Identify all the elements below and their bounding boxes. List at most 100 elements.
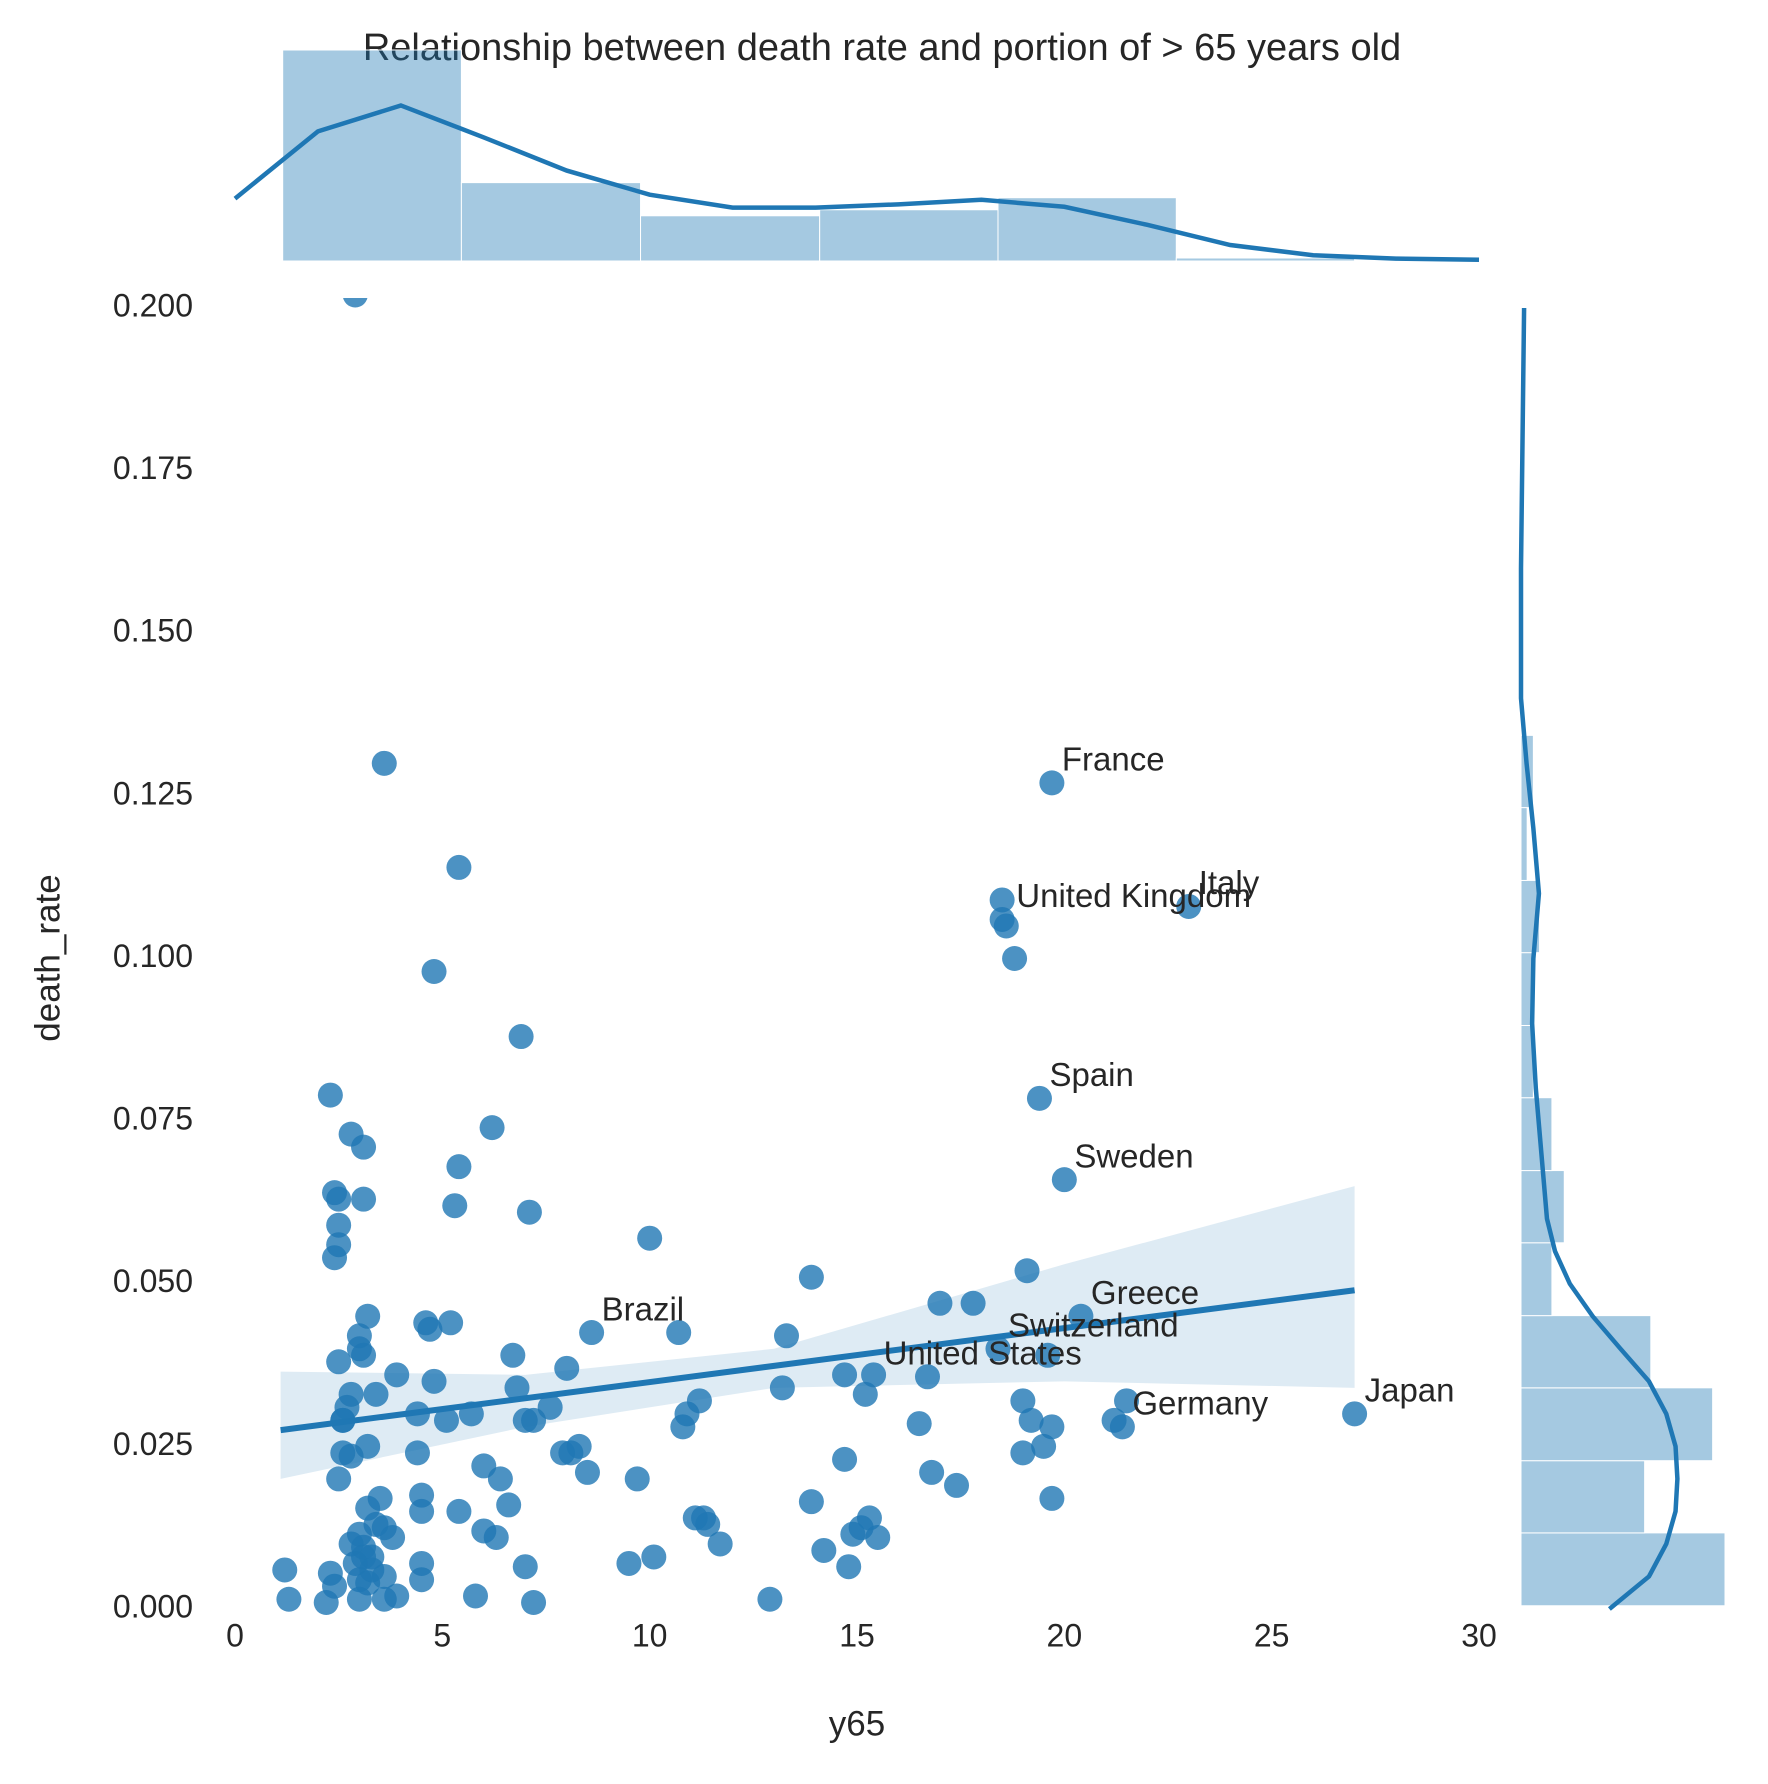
point [433, 1407, 459, 1433]
annotation: Italy [1199, 864, 1260, 901]
point [442, 1193, 468, 1219]
point [670, 1414, 696, 1440]
point [865, 1524, 891, 1550]
point [852, 1381, 878, 1407]
point [326, 1466, 352, 1492]
point [326, 1186, 352, 1212]
x-hist-bar [282, 49, 462, 262]
point [1039, 1414, 1065, 1440]
point [1051, 1167, 1077, 1193]
point [769, 1375, 795, 1401]
point [579, 1320, 605, 1346]
point [326, 1349, 352, 1375]
point [512, 1554, 538, 1580]
point [985, 1336, 1011, 1362]
x-tick-label: 15 [839, 1617, 875, 1653]
point [479, 1115, 505, 1141]
y-hist-bar [1520, 807, 1528, 881]
point [508, 1024, 534, 1050]
point [666, 1320, 692, 1346]
point [313, 1589, 339, 1615]
regression-line [280, 1287, 1355, 1434]
y-tick-label: 0.175 [113, 450, 193, 486]
point [1109, 1414, 1135, 1440]
point [1039, 770, 1065, 796]
x-hist-bar [819, 209, 999, 262]
point [641, 1544, 667, 1570]
point [463, 1583, 489, 1609]
point [1010, 1440, 1036, 1466]
point [1010, 1388, 1036, 1414]
point [960, 1290, 986, 1316]
point [272, 1557, 298, 1583]
y-tick-label: 0.025 [113, 1426, 193, 1462]
annotation: United Kingdom [1016, 877, 1251, 914]
point [346, 1586, 372, 1612]
point [504, 1375, 530, 1401]
y-tick-label: 0.050 [113, 1263, 193, 1299]
point [276, 1586, 302, 1612]
x-tick-label: 30 [1461, 1617, 1497, 1653]
point [554, 1355, 580, 1381]
x-hist-bar [460, 182, 642, 262]
x-hist-bar [1175, 257, 1356, 262]
x-hist-bar [997, 197, 1177, 262]
point [1018, 1407, 1044, 1433]
x-tick-label: 20 [1047, 1617, 1083, 1653]
point [798, 1489, 824, 1515]
point [384, 1583, 410, 1609]
point [1039, 1485, 1065, 1511]
point [1014, 1258, 1040, 1284]
points [272, 298, 1368, 1615]
point [438, 1310, 464, 1336]
point [500, 1342, 526, 1368]
y-hist-bar [1520, 1315, 1652, 1389]
x-tick-label: 0 [226, 1617, 244, 1653]
point [322, 1245, 348, 1271]
y-hist-bar [1520, 1387, 1714, 1462]
x-tick-label: 25 [1254, 1617, 1290, 1653]
x-tick-label: 10 [632, 1617, 668, 1653]
y-tick-label: 0.125 [113, 775, 193, 811]
point [566, 1433, 592, 1459]
point [446, 1498, 472, 1524]
point [832, 1362, 858, 1388]
point [384, 1362, 410, 1388]
confidence-band [280, 1186, 1355, 1479]
point [927, 1290, 953, 1316]
point [695, 1511, 721, 1537]
y-hist-bar [1520, 1460, 1646, 1534]
point [371, 750, 397, 776]
point [446, 854, 472, 880]
point [326, 1212, 352, 1238]
y-tick-label: 0.000 [113, 1588, 193, 1624]
point [637, 1225, 663, 1251]
point [380, 1524, 406, 1550]
point [836, 1554, 862, 1580]
point [840, 1521, 866, 1547]
point [861, 1362, 887, 1388]
point [516, 1199, 542, 1225]
point [355, 1303, 381, 1329]
point [351, 1134, 377, 1160]
y-tick-label: 0.075 [113, 1101, 193, 1137]
point [919, 1459, 945, 1485]
point [409, 1498, 435, 1524]
annotation: United States [884, 1334, 1082, 1371]
point [1031, 1433, 1057, 1459]
chart-title: Relationship between death rate and port… [363, 27, 1401, 69]
point [338, 1443, 364, 1469]
point [832, 1446, 858, 1472]
x-axis-label: y65 [829, 1704, 885, 1743]
x-hist-bar [640, 215, 821, 262]
annotation: Brazil [602, 1290, 685, 1327]
point [993, 913, 1019, 939]
point [906, 1411, 932, 1437]
point [1035, 1342, 1061, 1368]
y-tick-label: 0.200 [113, 287, 193, 323]
point [798, 1264, 824, 1290]
annotation: Spain [1049, 1056, 1133, 1093]
point [757, 1586, 783, 1612]
point [487, 1466, 513, 1492]
